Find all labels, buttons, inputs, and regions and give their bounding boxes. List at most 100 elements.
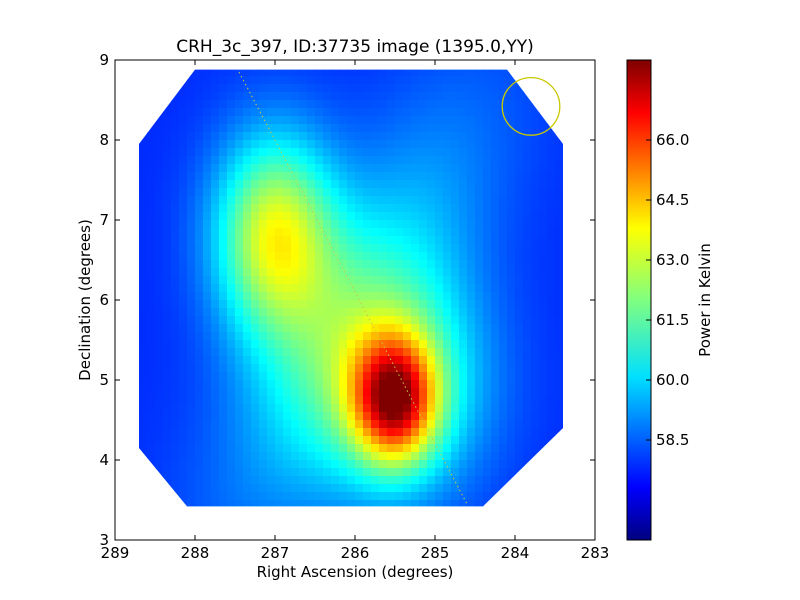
heatmap-cell — [139, 452, 148, 461]
heatmap-cell — [539, 260, 548, 269]
heatmap-cell — [459, 220, 468, 229]
heatmap-cell — [579, 428, 588, 437]
heatmap-cell — [139, 388, 148, 397]
heatmap-cell — [355, 532, 364, 541]
heatmap-cell — [499, 196, 508, 205]
heatmap-cell — [355, 260, 364, 269]
heatmap-cell — [203, 228, 212, 237]
heatmap-cell — [587, 284, 596, 293]
heatmap-cell — [179, 300, 188, 309]
heatmap-cell — [539, 228, 548, 237]
heatmap-cell — [523, 148, 532, 157]
heatmap-cell — [379, 364, 388, 373]
heatmap-cell — [243, 404, 252, 413]
heatmap-cell — [203, 404, 212, 413]
heatmap-cell — [387, 196, 396, 205]
heatmap-cell — [267, 340, 276, 349]
heatmap-cell — [307, 332, 316, 341]
heatmap-cell — [411, 116, 420, 125]
heatmap-cell — [235, 436, 244, 445]
heatmap-cell — [275, 108, 284, 117]
heatmap-cell — [443, 412, 452, 421]
heatmap-cell — [411, 220, 420, 229]
heatmap-cell — [547, 260, 556, 269]
heatmap-cell — [435, 276, 444, 285]
heatmap-cell — [275, 84, 284, 93]
heatmap-cell — [171, 396, 180, 405]
heatmap-cell — [531, 356, 540, 365]
heatmap-cell — [483, 516, 492, 525]
heatmap-cell — [315, 180, 324, 189]
heatmap-cell — [467, 188, 476, 197]
heatmap-cell — [387, 284, 396, 293]
heatmap-cell — [563, 140, 572, 149]
heatmap-cell — [179, 396, 188, 405]
heatmap-cell — [139, 396, 148, 405]
heatmap-cell — [459, 228, 468, 237]
heatmap-cell — [539, 316, 548, 325]
heatmap-cell — [443, 452, 452, 461]
heatmap-cell — [579, 292, 588, 301]
heatmap-cell — [587, 372, 596, 381]
heatmap-cell — [243, 452, 252, 461]
heatmap-cell — [403, 500, 412, 507]
heatmap-cell — [139, 220, 148, 229]
heatmap-cell — [555, 172, 563, 181]
heatmap-cell — [339, 172, 348, 181]
heatmap-cell — [147, 364, 156, 373]
heatmap-cell — [123, 484, 132, 493]
heatmap-cell — [499, 228, 508, 237]
heatmap-cell — [555, 324, 563, 333]
heatmap-cell — [459, 260, 468, 269]
heatmap-cell — [523, 292, 532, 301]
heatmap-cell — [243, 228, 252, 237]
heatmap-cell — [187, 340, 196, 349]
heatmap-cell — [483, 84, 492, 93]
heatmap-cell — [483, 484, 492, 493]
heatmap-cell — [387, 396, 396, 405]
heatmap-cell — [123, 220, 132, 229]
heatmap-cell — [419, 508, 428, 517]
heatmap-cell — [411, 244, 420, 253]
heatmap-cell — [139, 516, 148, 525]
heatmap-cell — [195, 380, 204, 389]
heatmap-cell — [491, 308, 500, 317]
heatmap-cell — [283, 308, 292, 317]
heatmap-cell — [419, 188, 428, 197]
heatmap-cell — [571, 68, 580, 77]
heatmap-cell — [299, 428, 308, 437]
heatmap-cell — [435, 532, 444, 541]
heatmap-cell — [139, 252, 148, 261]
heatmap-cell — [547, 284, 556, 293]
heatmap-cell — [323, 228, 332, 237]
heatmap-cell — [243, 508, 252, 517]
heatmap-cell — [235, 92, 244, 101]
heatmap-cell — [531, 260, 540, 269]
heatmap-cell — [435, 340, 444, 349]
heatmap-cell — [475, 252, 484, 261]
heatmap-cell — [171, 188, 180, 197]
heatmap-cell — [387, 460, 396, 469]
heatmap-cell — [443, 76, 452, 85]
heatmap-cell — [427, 396, 436, 405]
heatmap-cell — [555, 236, 563, 245]
heatmap-cell — [579, 204, 588, 213]
heatmap-cell — [547, 124, 556, 133]
heatmap-cell — [203, 196, 212, 205]
heatmap-cell — [115, 444, 124, 453]
heatmap-cell — [483, 268, 492, 277]
heatmap-cell — [571, 516, 580, 525]
heatmap-cell — [307, 260, 316, 269]
heatmap-cell — [315, 236, 324, 245]
heatmap-cell — [531, 228, 540, 237]
heatmap-cell — [179, 116, 188, 125]
heatmap-cell — [571, 180, 580, 189]
heatmap-cell — [579, 452, 588, 461]
heatmap-cell — [371, 492, 380, 501]
heatmap-cell — [195, 132, 204, 141]
heatmap-cell — [531, 284, 540, 293]
heatmap-cell — [371, 396, 380, 405]
heatmap-cell — [475, 116, 484, 125]
heatmap-cell — [179, 148, 188, 157]
heatmap-cell — [291, 492, 300, 501]
